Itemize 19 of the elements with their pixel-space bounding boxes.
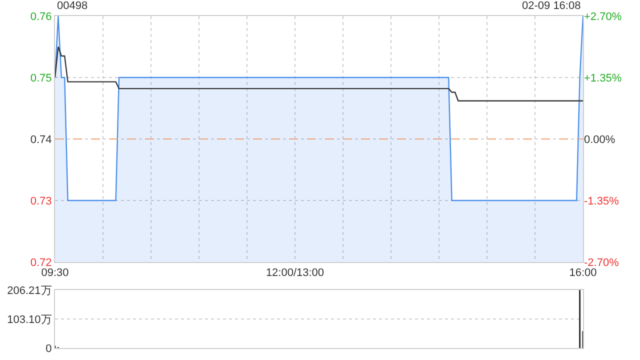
y-tick-label: 0.76 — [30, 10, 52, 23]
y-tick-label: 0.72 — [30, 256, 52, 269]
y2-tick-label: +2.70% — [584, 10, 622, 23]
y-tick-label: 103.10万 — [7, 314, 52, 326]
y2-tick-label: 0.00% — [584, 134, 616, 146]
y-tick-label: 0.75 — [30, 72, 52, 84]
y-tick-label: 0 — [46, 342, 52, 355]
y2-tick-label: +1.35% — [584, 72, 622, 84]
x-tick-label: 09:30 — [41, 267, 69, 280]
chart-title: 00498 — [57, 0, 88, 12]
text: 02-09 16:08 — [522, 0, 581, 12]
y2-tick-label: -2.70% — [584, 256, 620, 269]
y-tick-label: 206.21万 — [7, 284, 52, 297]
y-tick-label: 0.73 — [30, 195, 52, 208]
x-tick-label: 16:00 — [569, 267, 597, 280]
line-series — [55, 46, 583, 102]
y2-tick-label: -1.35% — [584, 195, 620, 208]
y-tick-label: 0.74 — [30, 134, 52, 146]
x-tick-label: 12:00/13:00 — [266, 267, 324, 280]
